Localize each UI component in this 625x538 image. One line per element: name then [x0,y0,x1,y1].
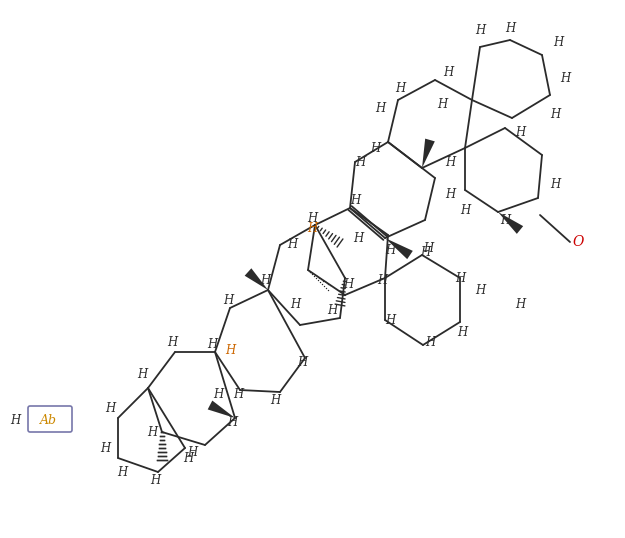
Text: H: H [385,244,395,257]
Text: H: H [377,273,387,287]
Text: H: H [515,125,525,138]
Text: H: H [353,231,363,244]
Text: H: H [423,242,433,254]
Text: H: H [370,141,380,154]
Text: H: H [307,211,317,224]
Text: H: H [233,388,243,401]
Text: H: H [167,336,177,349]
Text: H: H [225,343,235,357]
Text: H: H [445,155,455,168]
Text: H: H [10,414,20,427]
Polygon shape [498,212,523,234]
Polygon shape [385,238,412,259]
FancyBboxPatch shape [28,406,72,432]
Text: H: H [475,24,485,37]
Text: H: H [117,465,127,478]
Text: H: H [270,393,280,407]
Text: H: H [100,442,110,455]
Text: H: H [505,22,515,34]
Text: H: H [343,279,353,292]
Text: H: H [260,273,270,287]
Text: H: H [290,299,300,312]
Text: H: H [515,299,525,312]
Text: O: O [572,235,584,249]
Text: H: H [395,81,405,95]
Text: H: H [227,415,237,428]
Text: H: H [443,66,453,79]
Text: H: H [350,194,360,207]
Text: H: H [137,369,147,381]
Text: H: H [553,36,563,48]
Text: H: H [223,294,233,307]
Text: H: H [460,203,470,216]
Text: Ab: Ab [39,414,56,427]
Text: H: H [385,314,395,327]
Text: H: H [550,109,560,122]
Text: H: H [437,98,447,111]
Text: H: H [183,451,193,464]
Text: H: H [425,336,435,349]
Text: H: H [147,426,157,438]
Text: H: H [187,445,197,458]
Text: H: H [150,473,160,486]
Text: H: H [455,272,465,285]
Text: H: H [207,338,217,351]
Text: H: H [297,356,307,369]
Polygon shape [208,401,235,418]
Text: H: H [375,102,385,115]
Text: H: H [105,401,115,414]
Text: H: H [307,222,317,235]
Text: H: H [500,214,510,226]
Polygon shape [422,139,435,168]
Text: H: H [550,179,560,192]
Polygon shape [244,268,268,290]
Text: H: H [213,388,223,401]
Text: H: H [327,303,337,316]
Text: H: H [287,238,297,251]
Text: H: H [457,325,467,338]
Text: H: H [445,188,455,202]
Text: H: H [475,284,485,296]
Text: H: H [355,155,365,168]
Text: H: H [420,245,430,258]
Text: H: H [560,72,570,84]
